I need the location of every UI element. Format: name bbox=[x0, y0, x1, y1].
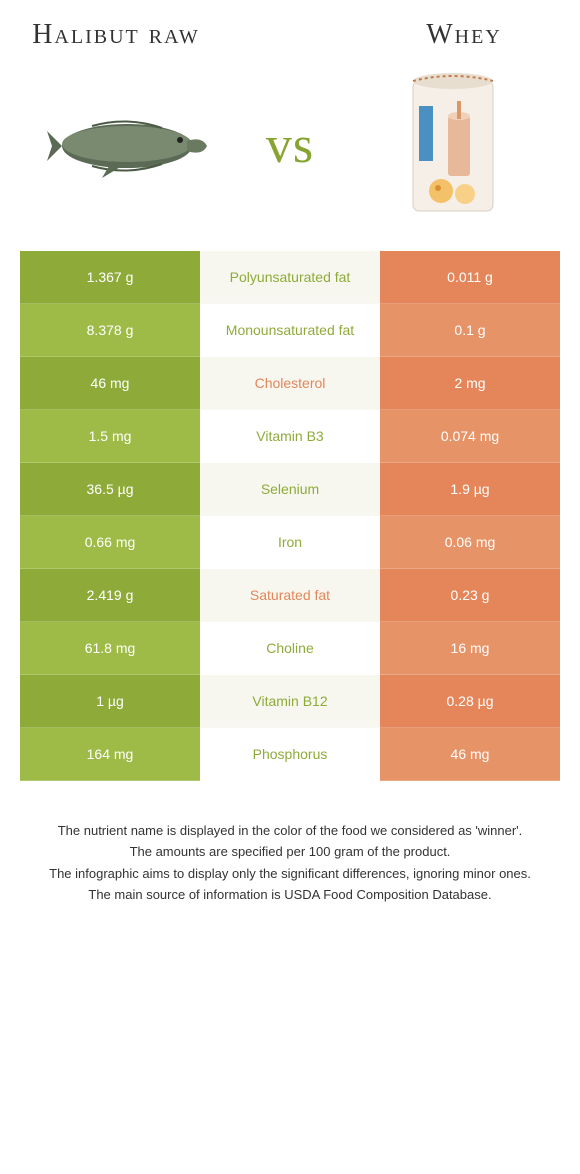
nutrient-table: 1.367 gPolyunsaturated fat0.011 g8.378 g… bbox=[20, 251, 560, 781]
right-value: 0.06 mg bbox=[380, 516, 560, 569]
left-value: 0.66 mg bbox=[20, 516, 200, 569]
right-value: 0.074 mg bbox=[380, 410, 560, 463]
left-value: 46 mg bbox=[20, 357, 200, 410]
halibut-image bbox=[42, 71, 212, 221]
right-value: 0.1 g bbox=[380, 304, 560, 357]
right-value: 1.9 µg bbox=[380, 463, 560, 516]
right-value: 0.23 g bbox=[380, 569, 560, 622]
nutrient-label: Polyunsaturated fat bbox=[200, 251, 380, 304]
left-value: 1.367 g bbox=[20, 251, 200, 304]
left-value: 8.378 g bbox=[20, 304, 200, 357]
nutrient-label: Vitamin B12 bbox=[200, 675, 380, 728]
table-row: 2.419 gSaturated fat0.23 g bbox=[20, 569, 560, 622]
left-value: 2.419 g bbox=[20, 569, 200, 622]
footnote-line: The infographic aims to display only the… bbox=[40, 864, 540, 884]
left-value: 36.5 µg bbox=[20, 463, 200, 516]
whey-image bbox=[368, 71, 538, 221]
left-food-title: Halibut raw bbox=[0, 20, 232, 51]
left-value: 1 µg bbox=[20, 675, 200, 728]
table-row: 36.5 µgSelenium1.9 µg bbox=[20, 463, 560, 516]
nutrient-label: Iron bbox=[200, 516, 380, 569]
table-row: 61.8 mgCholine16 mg bbox=[20, 622, 560, 675]
table-row: 1 µgVitamin B120.28 µg bbox=[20, 675, 560, 728]
nutrient-label: Choline bbox=[200, 622, 380, 675]
nutrient-label: Monounsaturated fat bbox=[200, 304, 380, 357]
nutrient-label: Saturated fat bbox=[200, 569, 380, 622]
images-row: vs bbox=[0, 61, 580, 251]
left-value: 164 mg bbox=[20, 728, 200, 781]
table-row: 8.378 gMonounsaturated fat0.1 g bbox=[20, 304, 560, 357]
nutrient-label: Phosphorus bbox=[200, 728, 380, 781]
footnote-line: The main source of information is USDA F… bbox=[40, 885, 540, 905]
table-row: 164 mgPhosphorus46 mg bbox=[20, 728, 560, 781]
header-row: Halibut raw Whey bbox=[0, 0, 580, 61]
right-value: 0.28 µg bbox=[380, 675, 560, 728]
nutrient-label: Cholesterol bbox=[200, 357, 380, 410]
table-row: 1.367 gPolyunsaturated fat0.011 g bbox=[20, 251, 560, 304]
right-value: 16 mg bbox=[380, 622, 560, 675]
nutrient-label: Vitamin B3 bbox=[200, 410, 380, 463]
right-value: 2 mg bbox=[380, 357, 560, 410]
footnote-line: The nutrient name is displayed in the co… bbox=[40, 821, 540, 841]
infographic-container: Halibut raw Whey vs bbox=[0, 0, 580, 905]
vs-label: vs bbox=[266, 116, 314, 175]
footnotes: The nutrient name is displayed in the co… bbox=[40, 821, 540, 905]
right-value: 0.011 g bbox=[380, 251, 560, 304]
table-row: 46 mgCholesterol2 mg bbox=[20, 357, 560, 410]
nutrient-label: Selenium bbox=[200, 463, 380, 516]
footnote-line: The amounts are specified per 100 gram o… bbox=[40, 842, 540, 862]
table-row: 1.5 mgVitamin B30.074 mg bbox=[20, 410, 560, 463]
right-value: 46 mg bbox=[380, 728, 560, 781]
left-value: 1.5 mg bbox=[20, 410, 200, 463]
right-food-title: Whey bbox=[348, 20, 580, 51]
left-value: 61.8 mg bbox=[20, 622, 200, 675]
table-row: 0.66 mgIron0.06 mg bbox=[20, 516, 560, 569]
